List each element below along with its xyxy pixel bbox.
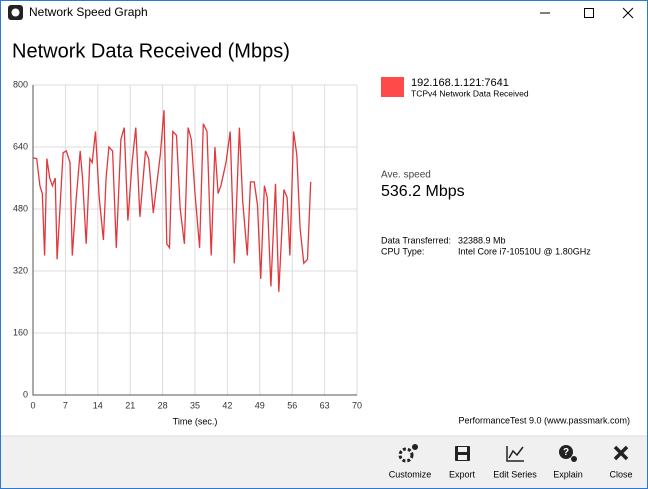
window-title: Network Speed Graph (29, 5, 148, 19)
ave-value: 536.2 Mbps (381, 183, 465, 200)
legend-swatch (381, 77, 404, 97)
customize-icon (398, 444, 418, 463)
ave-label: Ave. speed (381, 170, 431, 181)
toolbar-button[interactable]: Edit Series (493, 469, 537, 479)
toolbar-button[interactable]: Customize (389, 469, 432, 479)
svg-text:?: ? (563, 447, 569, 458)
x-tick-label: 35 (190, 400, 200, 410)
axis-line (32, 85, 357, 396)
heading: Network Data Received (Mbps) (12, 40, 290, 62)
stat-value: 32388.9 Mb (458, 235, 506, 245)
maximize-button[interactable] (584, 8, 594, 18)
stat-label: Data Transferred: (381, 235, 451, 245)
x-tick-label: 56 (287, 400, 297, 410)
edit-series-icon (506, 446, 524, 462)
x-tick-label: 28 (158, 400, 168, 410)
x-tick-label: 63 (320, 400, 330, 410)
data-line (32, 110, 312, 292)
x-tick-label: 0 (30, 400, 35, 410)
x-tick-label: 70 (352, 400, 362, 410)
export-icon (455, 446, 470, 461)
legend-description: TCPv4 Network Data Received (411, 88, 529, 98)
toolbar-button[interactable]: Export (449, 469, 476, 479)
x-tick-label: 49 (255, 400, 265, 410)
x-tick-label: 7 (63, 400, 68, 410)
y-tick-label: 480 (13, 203, 28, 213)
toolbar-button[interactable]: Close (609, 469, 632, 479)
close-window-button[interactable] (622, 7, 634, 19)
y-tick-label: 320 (13, 265, 28, 275)
stat-label: CPU Type: (381, 246, 424, 256)
x-axis-label: Time (sec.) (173, 416, 218, 426)
toolbar (1, 436, 647, 488)
legend-name: 192.168.1.121:7641 (411, 77, 509, 89)
app-icon-glyph (11, 8, 20, 17)
close-icon (613, 445, 629, 461)
explain-icon: ? (559, 445, 577, 462)
y-tick-label: 0 (23, 389, 28, 399)
credit: PerformanceTest 9.0 (www.passmark.com) (458, 415, 630, 425)
y-tick-label: 800 (13, 79, 28, 89)
stat-value: Intel Core i7-10510U @ 1.80GHz (458, 246, 591, 256)
y-tick-label: 160 (13, 327, 28, 337)
x-tick-label: 21 (125, 400, 135, 410)
y-tick-label: 640 (13, 141, 28, 151)
x-tick-label: 14 (93, 400, 103, 410)
toolbar-button[interactable]: Explain (553, 469, 583, 479)
x-tick-label: 42 (222, 400, 232, 410)
